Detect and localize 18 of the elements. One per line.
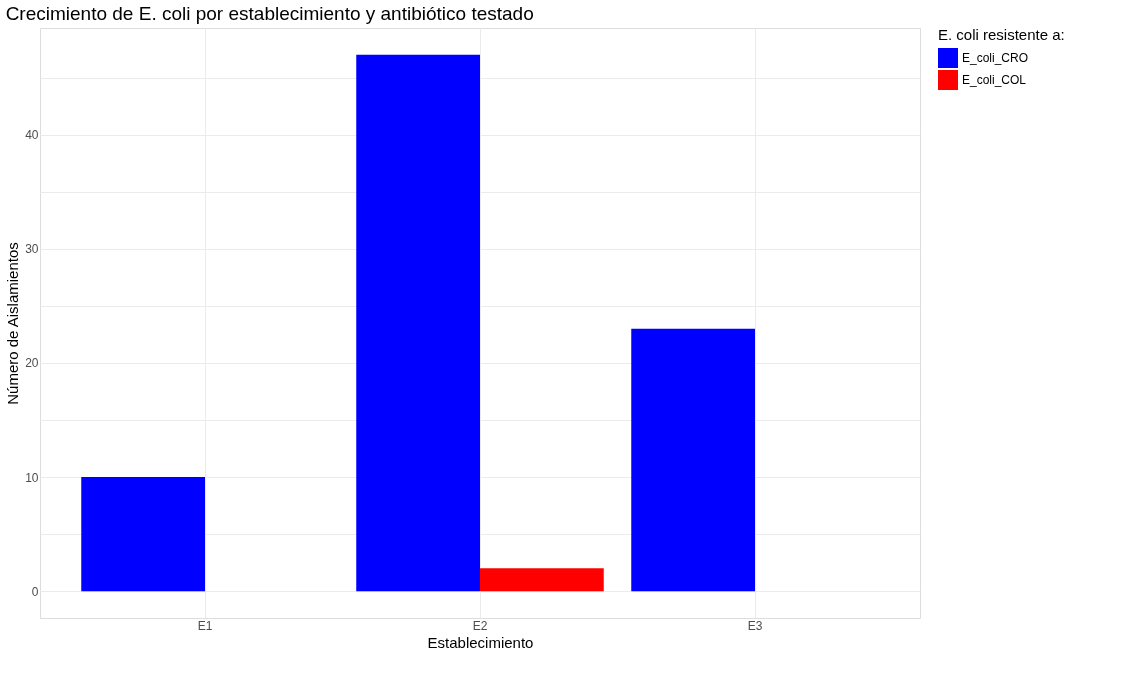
y-tick-label: 20	[25, 356, 39, 371]
x-tick-label: E3	[747, 618, 763, 633]
legend-title: E. coli resistente a:	[938, 26, 1065, 43]
y-axis-title: Número de Aislamientos	[4, 242, 22, 405]
x-tick-label: E1	[197, 618, 213, 633]
y-tick-label: 10	[25, 470, 39, 485]
bar	[480, 568, 604, 592]
y-tick-label: 0	[31, 584, 39, 599]
x-axis-title: Establecimiento	[427, 633, 534, 651]
bar	[81, 477, 205, 592]
legend-label: E_coli_COL	[962, 73, 1027, 87]
chart-title: Crecimiento de E. coli por establecimiento y antibiótico testado	[5, 3, 534, 24]
bar	[356, 54, 480, 592]
y-tick-label: 40	[25, 128, 39, 143]
bar	[631, 328, 755, 592]
x-tick-label: E2	[472, 618, 488, 633]
y-tick-label: 30	[25, 242, 39, 257]
legend-label: E_coli_CRO	[962, 51, 1029, 65]
